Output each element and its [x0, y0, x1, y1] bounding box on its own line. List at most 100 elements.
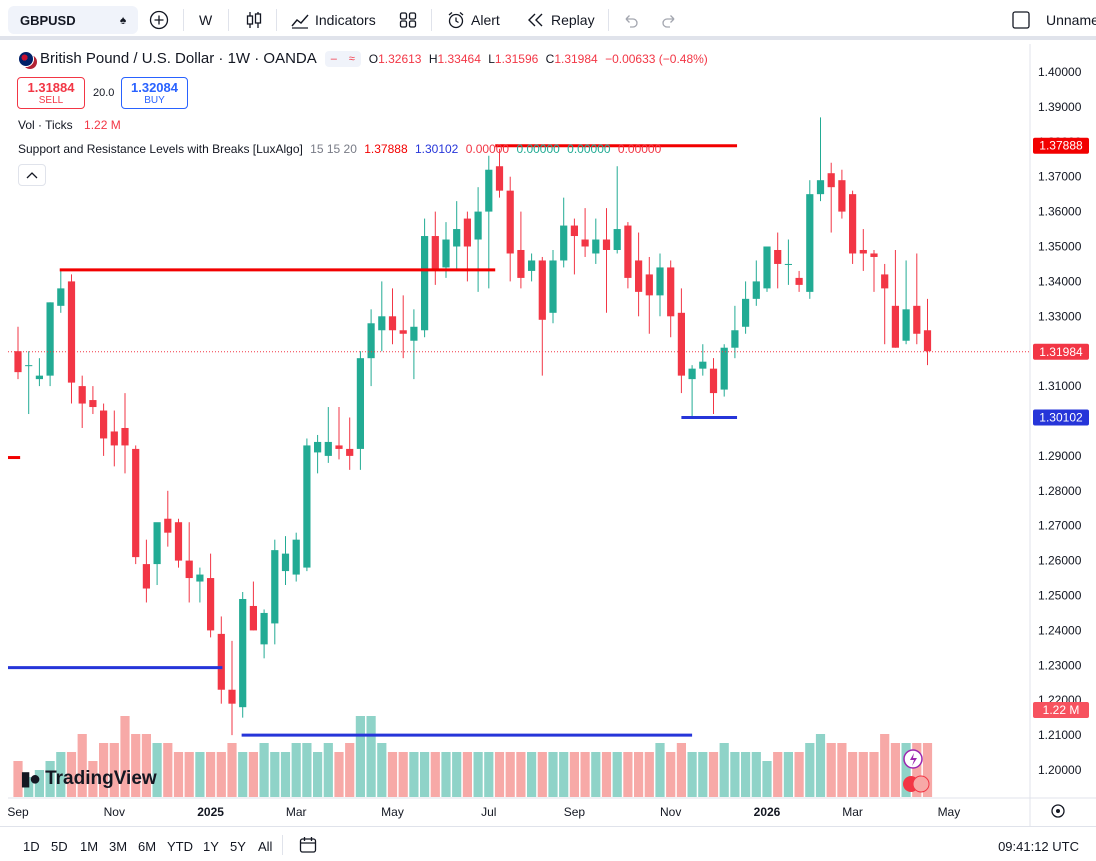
volume-bar	[676, 743, 686, 797]
range-1m[interactable]: 1M	[80, 839, 99, 854]
volume-price-label-text: 1.22 M	[1043, 703, 1080, 717]
price-tick-label: 1.20000	[1038, 763, 1082, 777]
candle	[742, 281, 750, 334]
buy-button[interactable]: 1.32084 BUY	[121, 77, 188, 109]
candle	[774, 232, 782, 289]
volume-price-label-bg	[1033, 702, 1089, 718]
candle	[763, 246, 771, 292]
range-6m[interactable]: 6M	[138, 839, 157, 854]
add-symbol-button[interactable]	[148, 8, 174, 32]
candle-body	[560, 225, 568, 261]
change-value: −0.00633 (−0.48%)	[605, 51, 708, 66]
candle-body	[196, 574, 204, 582]
candle	[849, 190, 857, 264]
separator	[608, 9, 609, 31]
candle-series	[14, 117, 932, 736]
date-range-button[interactable]	[298, 835, 318, 860]
candle	[100, 403, 108, 456]
candle	[752, 260, 760, 306]
interval-label: W	[199, 12, 213, 28]
sr-indicator-legend[interactable]: Support and Resistance Levels with Break…	[18, 142, 661, 156]
symbol-search-button[interactable]: GBPUSD ♠	[8, 6, 138, 34]
redo-button[interactable]	[658, 8, 684, 32]
candle-body	[442, 239, 450, 268]
compare-icon[interactable]: ♠	[119, 13, 127, 27]
volume-bar	[494, 752, 505, 797]
candle	[474, 187, 482, 292]
last-price-label: 1.31984	[1033, 343, 1089, 360]
volume-bar	[687, 752, 697, 797]
volume-bar	[345, 743, 355, 797]
range-1y[interactable]: 1Y	[203, 839, 219, 854]
candle-body	[399, 330, 407, 334]
clock[interactable]: 09:41:12 UTC	[998, 839, 1079, 854]
candle-body	[816, 180, 825, 195]
volume-bar	[430, 752, 440, 797]
indicators-button[interactable]: Indicators	[289, 8, 376, 32]
candle	[249, 581, 257, 631]
candle	[453, 201, 461, 271]
alert-button[interactable]: Alert	[445, 8, 500, 32]
range-ytd[interactable]: YTD	[167, 839, 193, 854]
interval-button[interactable]: W	[199, 8, 212, 32]
volume-bar	[227, 743, 237, 797]
buy-price: 1.32084	[131, 80, 178, 95]
candle	[795, 270, 803, 292]
candle	[271, 539, 279, 645]
candle-body	[602, 239, 611, 250]
volume-legend[interactable]: Vol · Ticks 1.22 M	[18, 118, 121, 132]
time-tick-label: Sep	[8, 805, 29, 819]
candle-body	[913, 305, 921, 334]
undo-button[interactable]	[620, 8, 646, 32]
candle-body	[228, 689, 236, 704]
volume-bar	[698, 752, 708, 797]
sr-value-1: 0.00000	[465, 142, 510, 156]
range-3m[interactable]: 3M	[109, 839, 128, 854]
candle-body	[624, 225, 632, 278]
sell-label: SELL	[38, 95, 64, 106]
candle-body	[763, 246, 771, 289]
candle	[153, 522, 161, 586]
range-5y[interactable]: 5Y	[230, 839, 246, 854]
volume-bar	[719, 743, 729, 797]
symbol-label: GBPUSD	[20, 12, 76, 28]
close-label: C	[545, 51, 555, 66]
candle-body	[891, 305, 899, 348]
layout-name-button[interactable]: Unnamed	[1010, 8, 1096, 32]
symbol-title[interactable]: British Pound / U.S. Dollar · 1W · OANDA	[40, 50, 317, 67]
replay-button[interactable]: Replay	[525, 8, 595, 32]
layout-name-label: Unnamed	[1046, 12, 1096, 28]
candle-body	[271, 550, 279, 624]
redo-icon	[658, 9, 680, 31]
volume-bar	[537, 752, 547, 797]
time-tick-label: Nov	[660, 805, 681, 819]
sr-support-value: 1.30102	[414, 142, 459, 156]
range-1d[interactable]: 1D	[23, 839, 40, 854]
volume-bar	[109, 743, 119, 797]
candle	[239, 592, 247, 718]
price-chart[interactable]: 1.400001.390001.380001.370001.360001.350…	[7, 44, 1096, 826]
sell-button[interactable]: 1.31884 SELL	[17, 77, 85, 109]
candle	[57, 270, 65, 313]
candle	[528, 253, 536, 282]
layouts-button[interactable]	[397, 8, 423, 32]
candle-body	[142, 564, 150, 589]
volume-bar	[655, 743, 665, 797]
range-all[interactable]: All	[258, 839, 273, 854]
volume-bar	[869, 752, 879, 797]
visibility-toggle[interactable]: – ≈	[324, 50, 361, 67]
candle	[164, 490, 172, 547]
candle	[602, 208, 611, 313]
open-label: O	[368, 51, 379, 66]
price-tick-label: 1.36000	[1038, 205, 1082, 219]
candle	[35, 358, 43, 387]
candle-body	[699, 361, 707, 369]
collapse-legend-button[interactable]	[18, 164, 46, 186]
candle-body	[388, 316, 397, 331]
chart-pane[interactable]: 1.400001.390001.380001.370001.360001.350…	[7, 44, 1096, 826]
time-tick-label: May	[381, 805, 404, 819]
volume-bar	[708, 752, 719, 797]
volume-bar	[815, 734, 826, 797]
chart-type-button[interactable]	[243, 8, 269, 32]
range-5d[interactable]: 5D	[51, 839, 68, 854]
